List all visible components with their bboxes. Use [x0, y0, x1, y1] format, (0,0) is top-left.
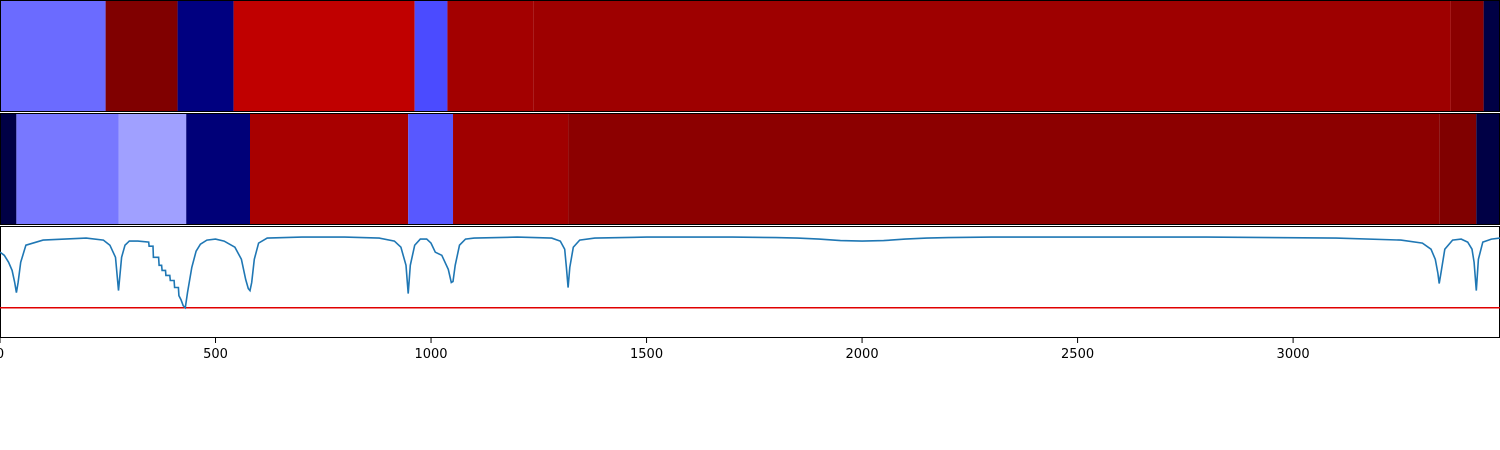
bottom-segment-band-segment-5 — [408, 114, 454, 225]
bottom-segment-band-segment-7 — [568, 114, 1440, 225]
x-tick-label-2500: 2500 — [1061, 347, 1094, 362]
top-segment-band-segment-8 — [1483, 1, 1500, 112]
top-segment-band — [0, 1, 1500, 112]
signal-line — [0, 236, 1500, 310]
bottom-segment-band — [0, 114, 1500, 225]
x-tick-label-0: 0 — [0, 347, 4, 362]
bottom-segment-band-segment-9 — [1476, 114, 1500, 225]
top-segment-band-segment-0 — [0, 1, 106, 112]
top-segment-band-segment-6 — [533, 1, 1451, 112]
top-segment-band-segment-7 — [1450, 1, 1484, 112]
signal-plot — [0, 226, 1500, 338]
signal-plot-frame — [0, 226, 1500, 338]
top-segment-band-segment-4 — [414, 1, 448, 112]
bottom-segment-band-segment-0 — [0, 114, 17, 225]
top-segment-band-segment-3 — [233, 1, 415, 112]
top-segment-band-segment-2 — [177, 1, 234, 112]
bottom-segment-band-segment-1 — [16, 114, 119, 225]
top-segment-band-segment-5 — [447, 1, 534, 112]
x-axis: 0 500 1000 1500 2000 2500 3000 — [0, 338, 1310, 362]
x-tick-label-1000: 1000 — [414, 347, 447, 362]
bottom-segment-band-segment-2 — [118, 114, 187, 225]
bottom-segment-band-segment-3 — [186, 114, 250, 225]
x-tick-label-1500: 1500 — [630, 347, 663, 362]
x-tick-label-2000: 2000 — [846, 347, 879, 362]
bottom-segment-band-segment-6 — [453, 114, 569, 225]
x-tick-label-500: 500 — [203, 347, 228, 362]
top-segment-band-segment-1 — [105, 1, 178, 112]
bottom-segment-band-segment-4 — [250, 114, 409, 225]
bottom-segment-band-segment-8 — [1439, 114, 1477, 225]
x-tick-label-3000: 3000 — [1277, 347, 1310, 362]
